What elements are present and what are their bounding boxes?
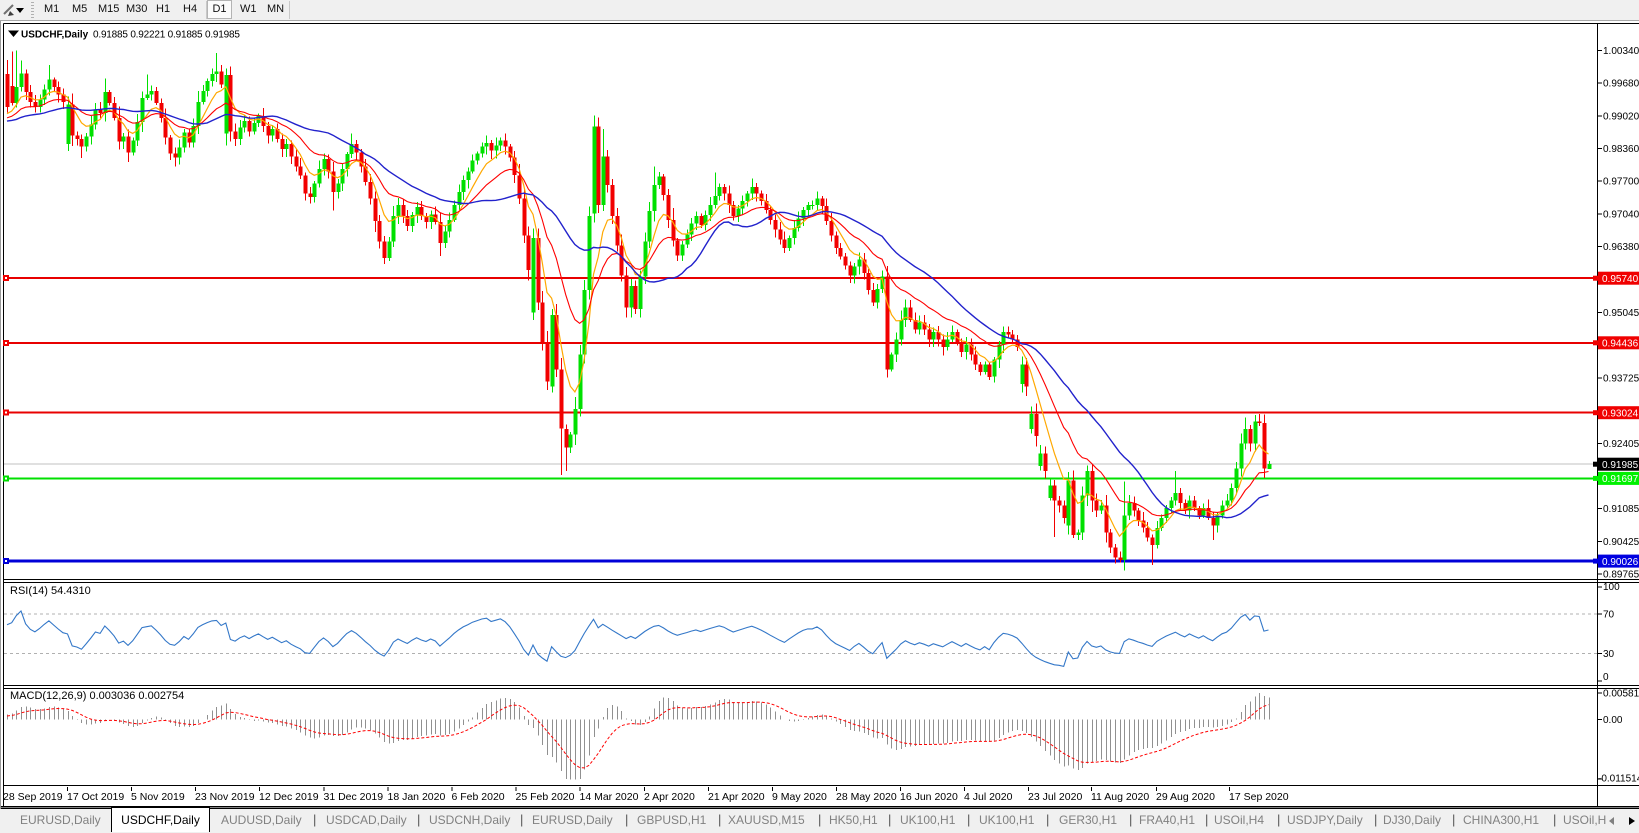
svg-text:MACD(12,26,9) 0.003036 0.00275: MACD(12,26,9) 0.003036 0.002754 bbox=[10, 690, 184, 702]
svg-text:70: 70 bbox=[1603, 610, 1615, 621]
svg-text:12 Dec 2019: 12 Dec 2019 bbox=[259, 791, 319, 803]
svg-text:29 Aug 2020: 29 Aug 2020 bbox=[1156, 791, 1215, 803]
svg-text:0.91885 0.92221 0.91885 0.9198: 0.91885 0.92221 0.91885 0.91985 bbox=[93, 30, 240, 41]
svg-text:9 May 2020: 9 May 2020 bbox=[772, 791, 827, 803]
svg-text:0.00: 0.00 bbox=[1603, 715, 1623, 726]
svg-text:0.94436: 0.94436 bbox=[1602, 339, 1639, 350]
svg-text:1.00340: 1.00340 bbox=[1603, 46, 1639, 57]
svg-text:0.005818: 0.005818 bbox=[1603, 689, 1639, 700]
svg-text:USDCHF,Daily: USDCHF,Daily bbox=[21, 30, 89, 41]
svg-text:0.96380: 0.96380 bbox=[1603, 242, 1639, 253]
svg-text:100: 100 bbox=[1603, 582, 1620, 593]
svg-text:0.90026: 0.90026 bbox=[1602, 557, 1639, 568]
svg-text:0.91085: 0.91085 bbox=[1603, 504, 1639, 515]
svg-text:0.95740: 0.95740 bbox=[1602, 274, 1639, 285]
svg-text:23 Nov 2019: 23 Nov 2019 bbox=[195, 791, 255, 803]
svg-text:0.92405: 0.92405 bbox=[1603, 439, 1639, 450]
svg-text:25 Feb 2020: 25 Feb 2020 bbox=[516, 791, 575, 803]
svg-text:31 Dec 2019: 31 Dec 2019 bbox=[324, 791, 384, 803]
svg-text:0.95045: 0.95045 bbox=[1603, 308, 1639, 319]
svg-text:0.91985: 0.91985 bbox=[1602, 460, 1639, 471]
svg-text:RSI(14) 54.4310: RSI(14) 54.4310 bbox=[10, 585, 91, 597]
svg-text:0.99680: 0.99680 bbox=[1603, 79, 1639, 90]
svg-text:0.93024: 0.93024 bbox=[1602, 409, 1639, 420]
svg-text:4 Jul 2020: 4 Jul 2020 bbox=[964, 791, 1013, 803]
svg-text:16 Jun 2020: 16 Jun 2020 bbox=[900, 791, 958, 803]
svg-text:0.98360: 0.98360 bbox=[1603, 144, 1639, 155]
svg-text:0.97040: 0.97040 bbox=[1603, 209, 1639, 220]
svg-text:6 Feb 2020: 6 Feb 2020 bbox=[452, 791, 505, 803]
svg-text:-0.011514: -0.011514 bbox=[1598, 774, 1639, 785]
svg-text:0.90425: 0.90425 bbox=[1603, 537, 1639, 548]
svg-text:28 Sep 2019: 28 Sep 2019 bbox=[3, 791, 63, 803]
svg-text:0.97700: 0.97700 bbox=[1603, 177, 1639, 188]
svg-text:11 Aug 2020: 11 Aug 2020 bbox=[1091, 791, 1149, 803]
svg-text:0.91697: 0.91697 bbox=[1602, 474, 1639, 485]
svg-text:30: 30 bbox=[1603, 649, 1615, 660]
svg-text:28 May 2020: 28 May 2020 bbox=[836, 791, 897, 803]
svg-text:5 Nov 2019: 5 Nov 2019 bbox=[131, 791, 185, 803]
svg-text:17 Oct 2019: 17 Oct 2019 bbox=[67, 791, 124, 803]
svg-text:18 Jan 2020: 18 Jan 2020 bbox=[388, 791, 446, 803]
svg-text:0: 0 bbox=[1603, 672, 1609, 683]
svg-text:17 Sep 2020: 17 Sep 2020 bbox=[1229, 791, 1289, 803]
svg-text:0.99020: 0.99020 bbox=[1603, 111, 1639, 122]
svg-text:14 Mar 2020: 14 Mar 2020 bbox=[580, 791, 639, 803]
svg-text:0.93725: 0.93725 bbox=[1603, 374, 1639, 385]
svg-text:23 Jul 2020: 23 Jul 2020 bbox=[1028, 791, 1082, 803]
svg-text:0.89765: 0.89765 bbox=[1603, 570, 1639, 581]
svg-text:21 Apr 2020: 21 Apr 2020 bbox=[708, 791, 765, 803]
svg-text:2 Apr 2020: 2 Apr 2020 bbox=[644, 791, 695, 803]
